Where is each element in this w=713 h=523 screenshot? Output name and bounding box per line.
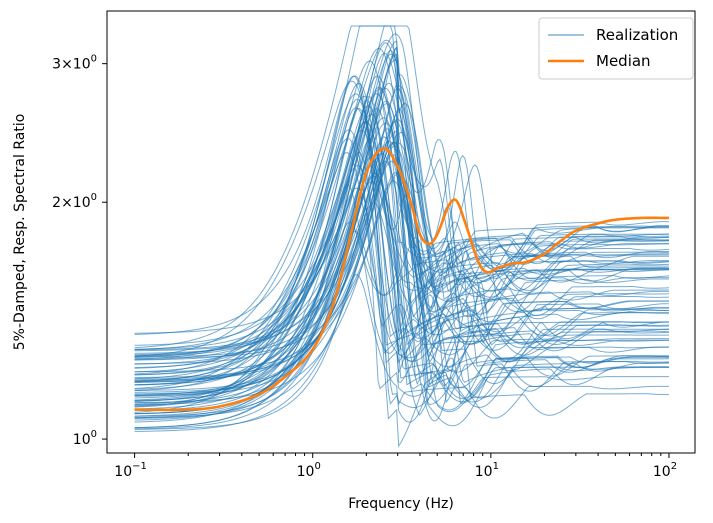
realization-line bbox=[134, 274, 669, 430]
legend-median-label: Median bbox=[596, 52, 651, 70]
realization-line bbox=[134, 141, 669, 358]
x-tick-label: 101 bbox=[475, 461, 499, 480]
realization-line bbox=[134, 108, 669, 376]
plot-frame bbox=[106, 10, 696, 454]
realization-line bbox=[134, 93, 669, 384]
realization-line bbox=[134, 121, 669, 365]
realization-line bbox=[134, 80, 669, 357]
y-tick-label: 2×100 bbox=[52, 192, 97, 211]
realization-line bbox=[134, 98, 669, 419]
realization-line bbox=[134, 113, 669, 360]
realization-line bbox=[134, 172, 669, 373]
realization-line bbox=[134, 183, 669, 412]
realization-line bbox=[134, 42, 669, 350]
realization-line bbox=[134, 202, 669, 391]
realization-line bbox=[134, 59, 669, 382]
y-tick-label: 100 bbox=[73, 429, 97, 448]
realization-line bbox=[134, 145, 669, 419]
x-axis-label: Frequency (Hz) bbox=[348, 496, 454, 512]
y-axis: 100 2×100 3×100 bbox=[52, 54, 107, 448]
realizations-layer bbox=[134, 25, 670, 448]
realization-line bbox=[134, 49, 669, 404]
legend-box bbox=[538, 17, 694, 80]
realization-line bbox=[134, 106, 669, 378]
x-tick-label: 10−1 bbox=[114, 461, 147, 480]
realization-line bbox=[134, 129, 669, 397]
x-tick-label: 100 bbox=[297, 461, 321, 480]
legend-realization-label: Realization bbox=[596, 26, 678, 44]
realization-line bbox=[134, 156, 669, 351]
legend: Realization Median bbox=[538, 17, 694, 80]
realization-line bbox=[134, 172, 669, 430]
realization-line bbox=[134, 25, 669, 408]
x-axis: 10−1 100 101 102 bbox=[114, 453, 677, 480]
x-tick-label: 102 bbox=[653, 461, 677, 480]
realization-line bbox=[134, 111, 669, 380]
y-tick-label: 3×100 bbox=[52, 54, 97, 73]
realization-line bbox=[134, 129, 669, 401]
realization-line bbox=[134, 138, 669, 373]
realization-line bbox=[134, 40, 669, 334]
realization-line bbox=[134, 153, 669, 419]
realization-line bbox=[134, 25, 669, 349]
median-line bbox=[134, 147, 669, 412]
y-axis-label: 5%-Damped, Resp. Spectral Ratio bbox=[12, 114, 28, 351]
median-layer bbox=[134, 147, 669, 412]
realization-line bbox=[134, 108, 669, 403]
realization-line bbox=[134, 93, 669, 361]
realization-line bbox=[134, 164, 669, 409]
